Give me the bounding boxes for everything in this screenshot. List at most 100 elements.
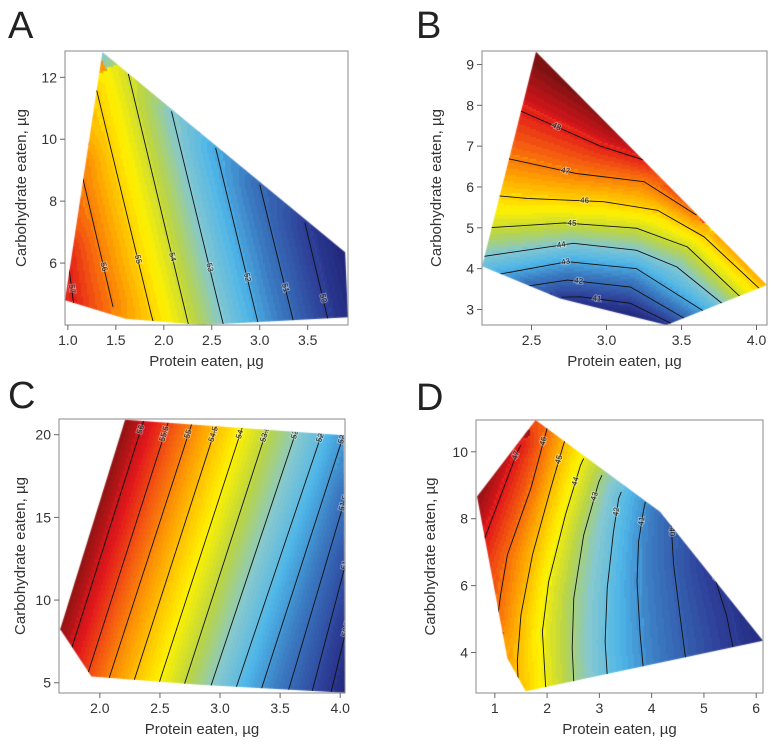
y-tick-label: 3 <box>466 301 474 317</box>
contour-label: 56 <box>135 423 146 435</box>
contour-line-43 <box>571 475 603 692</box>
contour-line-52.5 <box>234 419 328 693</box>
x-tick-label: 3.5 <box>298 332 318 348</box>
contour-label: 51 <box>280 282 291 293</box>
plot-frame <box>58 418 346 694</box>
y-tick-label: 6 <box>49 255 57 271</box>
y-tick-label: 10 <box>35 592 51 608</box>
plot-frame <box>475 419 764 694</box>
x-axis-label: Protein eaten, µg <box>567 353 682 370</box>
contour-line-44 <box>483 242 727 308</box>
x-tick-label: 1.0 <box>58 332 78 348</box>
contour-label: 46 <box>580 196 590 205</box>
contour-line-54.5 <box>131 419 220 687</box>
x-tick-label: 3 <box>595 700 603 716</box>
x-tick-label: 6 <box>752 700 760 716</box>
contour-label: 48 <box>551 121 563 133</box>
y-tick-label: 10 <box>41 131 57 147</box>
contour-line-54 <box>157 419 246 688</box>
contour-line-47 <box>505 157 697 216</box>
contour-label: 45 <box>567 218 577 228</box>
x-axis-label: Protein eaten, µg <box>149 353 264 370</box>
contour-label: 40 <box>667 527 677 537</box>
contour-label: 51.5 <box>337 494 350 512</box>
contour-line-46 <box>495 195 765 292</box>
contour-line-55 <box>106 419 195 685</box>
x-tick-label: 2 <box>543 700 551 716</box>
x-tick-label: 3.0 <box>250 332 270 348</box>
y-tick-label: 6 <box>460 578 468 594</box>
contour-group: 56 55.5 55 54.5 54 53.5 53 52.5 52 51.5 51 50.5 <box>68 419 350 693</box>
y-tick-label: 4 <box>460 645 468 661</box>
x-tick-label: 3.5 <box>672 332 692 348</box>
x-tick-label: 2.0 <box>90 700 110 716</box>
contour-line-56 <box>68 419 146 659</box>
panel-letter: A <box>8 5 34 47</box>
y-tick-label: 12 <box>41 69 57 85</box>
contour-label: 42 <box>611 506 621 517</box>
contour-line-44 <box>541 458 585 692</box>
contour-label: 54 <box>234 428 245 440</box>
y-axis-label: Carbohydrate eaten, µg <box>422 478 439 636</box>
contour-line-50 <box>304 222 330 326</box>
contour-line-40 <box>670 515 689 680</box>
contour-line-54 <box>127 73 191 326</box>
contour-label: 57 <box>67 284 77 295</box>
contour-label: 56 <box>99 261 110 272</box>
y-tick-label: 5 <box>466 220 474 236</box>
contour-line-48 <box>516 108 652 163</box>
contour-group: 57 56 55 54 53 52 51 50 <box>66 73 330 326</box>
contour-line-53.5 <box>182 419 271 690</box>
contour-label: 54.5 <box>207 425 221 443</box>
contour-label: 54 <box>167 252 178 263</box>
x-tick-label: 2.0 <box>154 332 174 348</box>
y-axis-label: Carbohydrate eaten, µg <box>13 109 30 267</box>
y-tick-label: 10 <box>452 444 468 460</box>
plot-frame <box>481 50 768 326</box>
contour-line-51 <box>310 556 345 693</box>
contour-line-55.5 <box>85 419 170 682</box>
contour-label: 39 <box>709 570 720 582</box>
contour-line-43 <box>498 261 712 316</box>
surface-fill-b <box>482 51 767 325</box>
x-tick-label: 5 <box>700 700 708 716</box>
contour-label: 52 <box>242 272 253 283</box>
plot-frame <box>64 50 349 326</box>
contour-label: 55 <box>182 428 193 440</box>
y-axis-label: Carbohydrate eaten, µg <box>428 109 445 267</box>
panel-letter: B <box>416 5 441 47</box>
contour-label: 52.5 <box>314 425 328 443</box>
y-tick-label: 6 <box>466 179 474 195</box>
x-tick-label: 1.5 <box>106 332 126 348</box>
x-tick-label: 1 <box>491 700 499 716</box>
x-tick-label: 2.5 <box>150 700 170 716</box>
y-tick-label: 9 <box>466 56 474 72</box>
contour-line-51.5 <box>286 490 345 693</box>
contour-label: 52 <box>336 433 347 445</box>
x-tick-label: 2.5 <box>522 332 542 348</box>
contour-label: 55 <box>133 254 144 265</box>
contour-label: 50 <box>318 293 329 304</box>
contour-label: 55.5 <box>157 425 170 443</box>
contour-label: 44 <box>570 475 581 487</box>
surface-fill-c <box>59 419 345 693</box>
contour-line-55 <box>96 90 155 326</box>
x-tick-label: 4.0 <box>330 700 350 716</box>
y-tick-label: 7 <box>466 138 474 154</box>
y-tick-label: 4 <box>466 261 474 277</box>
contour-label: 47 <box>560 165 571 176</box>
contour-label: 45 <box>553 453 564 465</box>
contour-line-41 <box>561 296 675 326</box>
contour-line-53 <box>171 111 225 326</box>
contour-line-39 <box>711 565 737 670</box>
contour-label: 43 <box>589 490 600 502</box>
x-tick-label: 2.5 <box>202 332 222 348</box>
contour-line-52 <box>215 147 260 326</box>
y-tick-label: 8 <box>466 97 474 113</box>
x-tick-label: 4 <box>648 700 656 716</box>
surface-fill-d <box>476 420 763 693</box>
contour-line-56 <box>80 163 114 307</box>
